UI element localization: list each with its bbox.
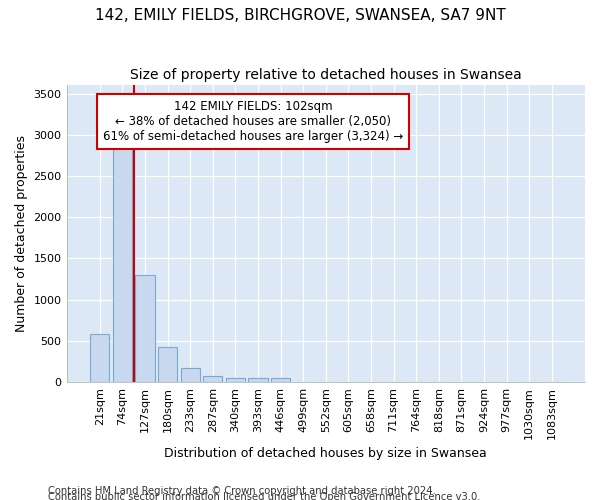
- Bar: [136, 275, 155, 382]
- Bar: [181, 368, 200, 382]
- X-axis label: Distribution of detached houses by size in Swansea: Distribution of detached houses by size …: [164, 447, 487, 460]
- Bar: [113, 143, 132, 382]
- Y-axis label: Number of detached properties: Number of detached properties: [15, 135, 28, 332]
- Bar: [226, 378, 245, 382]
- Bar: [90, 334, 109, 382]
- Bar: [203, 376, 223, 382]
- Title: Size of property relative to detached houses in Swansea: Size of property relative to detached ho…: [130, 68, 521, 82]
- Bar: [271, 378, 290, 382]
- Bar: [248, 378, 268, 382]
- Text: Contains public sector information licensed under the Open Government Licence v3: Contains public sector information licen…: [48, 492, 481, 500]
- Text: 142 EMILY FIELDS: 102sqm
← 38% of detached houses are smaller (2,050)
61% of sem: 142 EMILY FIELDS: 102sqm ← 38% of detach…: [103, 100, 403, 144]
- Text: 142, EMILY FIELDS, BIRCHGROVE, SWANSEA, SA7 9NT: 142, EMILY FIELDS, BIRCHGROVE, SWANSEA, …: [95, 8, 505, 22]
- Bar: [158, 348, 177, 382]
- Text: Contains HM Land Registry data © Crown copyright and database right 2024.: Contains HM Land Registry data © Crown c…: [48, 486, 436, 496]
